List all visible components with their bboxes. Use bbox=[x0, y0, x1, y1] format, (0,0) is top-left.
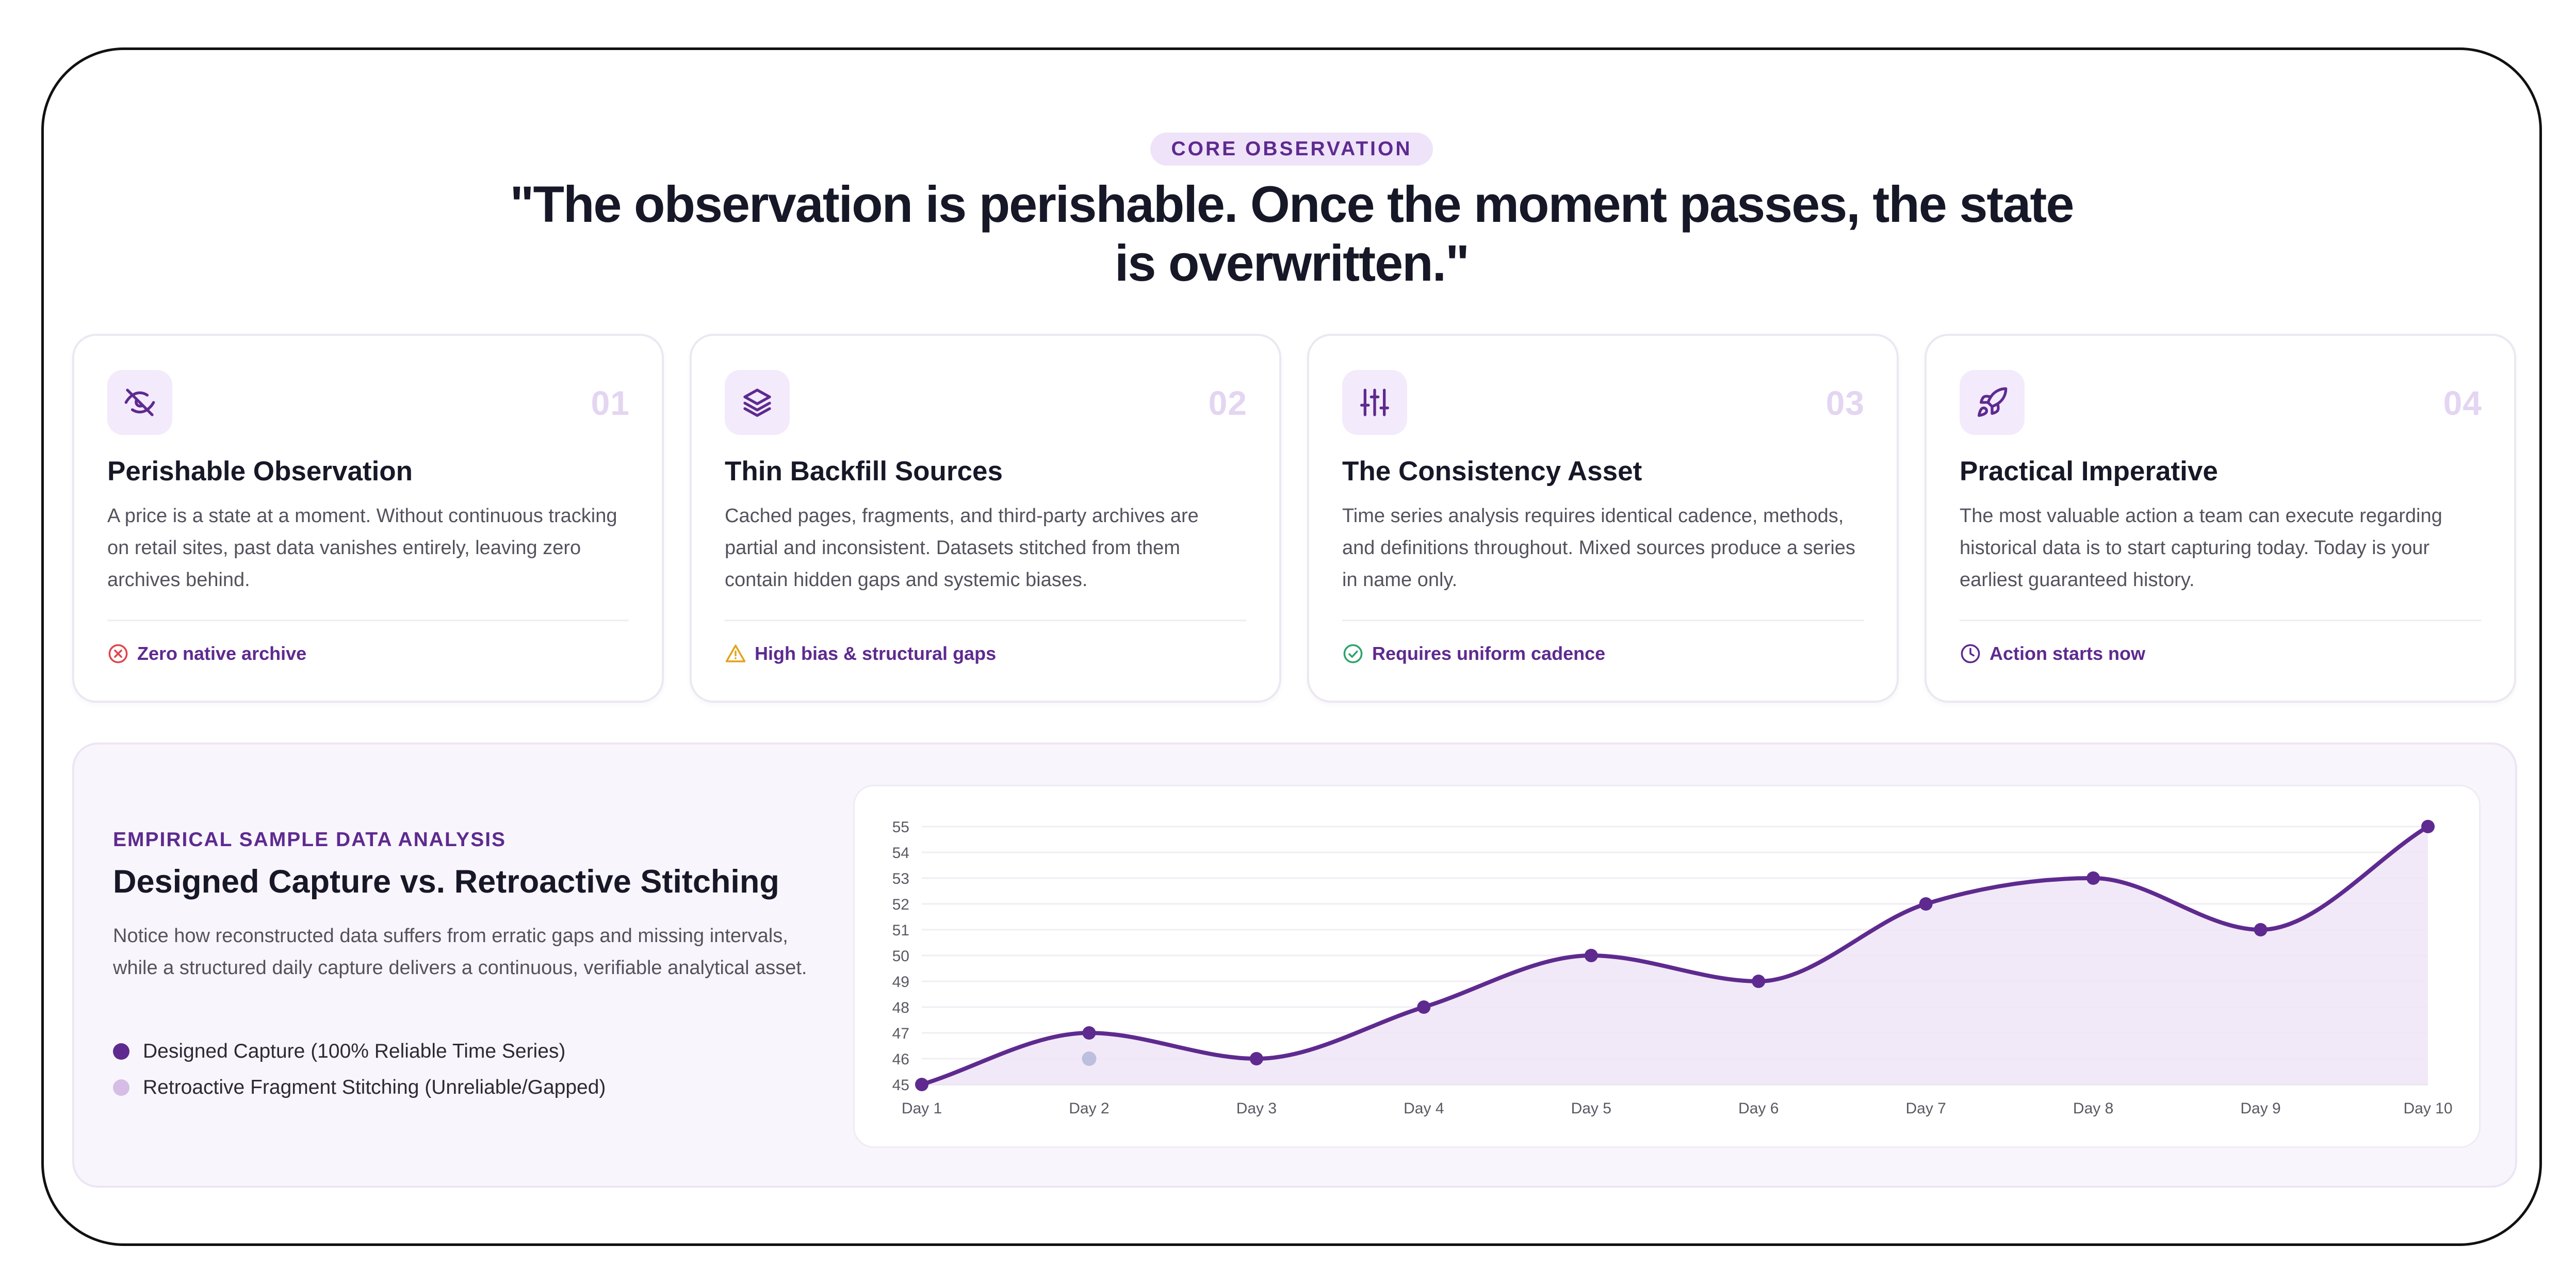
card-tag-label: Action starts now bbox=[1990, 643, 2146, 664]
headline-quote: "The observation is perishable. Once the… bbox=[510, 175, 2075, 292]
slide-frame: CORE OBSERVATION "The observation is per… bbox=[41, 47, 2542, 1246]
eyebrow-wrap: CORE OBSERVATION bbox=[44, 133, 2539, 166]
data-point-designed-capture bbox=[2086, 871, 2100, 885]
x-tick-label: Day 9 bbox=[2240, 1100, 2280, 1117]
analysis-panel: EMPIRICAL SAMPLE DATA ANALYSIS Designed … bbox=[72, 742, 2517, 1188]
legend-dot bbox=[113, 1079, 129, 1096]
card-number: 04 bbox=[2443, 384, 2482, 422]
warning-triangle-icon bbox=[725, 644, 746, 662]
chart-card: 45 46 47 48 49 50 51 52 53 54 55 Day 1 Day 2 Day 3 Day… bbox=[853, 785, 2481, 1148]
y-tick-label: 53 bbox=[892, 870, 909, 887]
y-tick-label: 54 bbox=[892, 845, 909, 862]
y-tick-label: 46 bbox=[892, 1051, 909, 1068]
clock-icon bbox=[1961, 644, 1980, 663]
line-chart: 45 46 47 48 49 50 51 52 53 54 55 Day 1 Day 2 Day 3 Day… bbox=[892, 819, 2453, 1117]
card-number: 02 bbox=[1208, 384, 1247, 422]
y-tick-label: 51 bbox=[892, 922, 909, 939]
data-point-designed-capture bbox=[2421, 820, 2435, 833]
legend-dot bbox=[113, 1043, 129, 1060]
x-tick-label: Day 7 bbox=[1905, 1100, 1946, 1117]
legend-item-designed-capture: Designed Capture (100% Reliable Time Ser… bbox=[113, 1033, 606, 1070]
y-tick-label: 45 bbox=[892, 1077, 909, 1094]
data-point-designed-capture bbox=[1752, 975, 1766, 988]
eye-off-icon bbox=[107, 370, 172, 435]
y-tick-label: 52 bbox=[892, 896, 909, 913]
legend-label: Designed Capture (100% Reliable Time Ser… bbox=[143, 1040, 566, 1062]
card-title: Practical Imperative bbox=[1960, 456, 2218, 487]
card-thin-backfill-sources: 02 Thin Backfill Sources Cached pages, f… bbox=[690, 334, 1281, 703]
card-consistency-asset: 03 The Consistency Asset Time series ana… bbox=[1307, 334, 1899, 703]
y-tick-label: 55 bbox=[892, 819, 909, 836]
check-circle-icon bbox=[1343, 644, 1363, 663]
core-observation-badge: CORE OBSERVATION bbox=[1150, 133, 1433, 166]
legend-label: Retroactive Fragment Stitching (Unreliab… bbox=[143, 1076, 606, 1098]
series-line-designed-capture bbox=[920, 824, 2430, 1087]
data-point-designed-capture bbox=[1417, 1000, 1431, 1014]
card-divider bbox=[1342, 620, 1864, 621]
card-tag: Action starts now bbox=[1960, 643, 2145, 665]
card-body: Cached pages, fragments, and third-party… bbox=[725, 505, 1199, 591]
data-point-designed-capture bbox=[915, 1078, 928, 1091]
y-tick-label: 49 bbox=[892, 974, 909, 991]
card-body: The most valuable action a team can exec… bbox=[1960, 505, 2442, 591]
data-point-designed-capture bbox=[1249, 1052, 1263, 1065]
card-title: The Consistency Asset bbox=[1342, 456, 1642, 487]
chart-legend: Designed Capture (100% Reliable Time Ser… bbox=[113, 1033, 606, 1106]
cards-row: 01 Perishable Observation A price is a s… bbox=[72, 334, 2517, 705]
sliders-icon bbox=[1342, 370, 1407, 435]
card-divider bbox=[725, 620, 1246, 621]
data-point-retroactive-stitching bbox=[1082, 1051, 1097, 1066]
card-perishable-observation: 01 Perishable Observation A price is a s… bbox=[72, 334, 664, 703]
card-tag: Zero native archive bbox=[107, 643, 306, 665]
data-point-designed-capture bbox=[1919, 897, 1933, 911]
card-body: Time series analysis requires identical … bbox=[1342, 505, 1855, 591]
x-tick-label: Day 8 bbox=[2073, 1100, 2113, 1117]
y-tick-label: 50 bbox=[892, 948, 909, 965]
data-point-designed-capture bbox=[1584, 949, 1598, 962]
series-area-designed-capture bbox=[922, 827, 2428, 1084]
rocket-icon bbox=[1960, 370, 2025, 435]
card-tag-label: High bias & structural gaps bbox=[755, 643, 997, 664]
data-point-designed-capture bbox=[1082, 1026, 1096, 1040]
card-divider bbox=[1960, 620, 2481, 621]
x-circle-icon bbox=[108, 644, 128, 663]
x-tick-label: Day 10 bbox=[2403, 1100, 2452, 1117]
x-tick-label: Day 3 bbox=[1236, 1100, 1277, 1117]
card-tag-label: Requires uniform cadence bbox=[1372, 643, 1606, 664]
card-number: 03 bbox=[1825, 384, 1865, 422]
card-title: Perishable Observation bbox=[107, 456, 413, 487]
card-number: 01 bbox=[591, 384, 630, 422]
card-tag-label: Zero native archive bbox=[137, 643, 307, 664]
card-body: A price is a state at a moment. Without … bbox=[107, 505, 617, 591]
x-tick-label: Day 4 bbox=[1404, 1100, 1444, 1117]
x-tick-label: Day 6 bbox=[1738, 1100, 1779, 1117]
x-tick-label: Day 5 bbox=[1571, 1100, 1611, 1117]
card-title: Thin Backfill Sources bbox=[725, 456, 1003, 487]
layers-icon bbox=[725, 370, 790, 435]
y-tick-label: 47 bbox=[892, 1025, 909, 1042]
x-tick-label: Day 1 bbox=[902, 1100, 942, 1117]
card-tag: Requires uniform cadence bbox=[1342, 643, 1605, 665]
legend-item-retroactive-stitching: Retroactive Fragment Stitching (Unreliab… bbox=[113, 1070, 606, 1106]
card-tag: High bias & structural gaps bbox=[725, 643, 996, 665]
x-tick-label: Day 2 bbox=[1069, 1100, 1109, 1117]
y-tick-label: 48 bbox=[892, 999, 909, 1016]
analysis-eyebrow: EMPIRICAL SAMPLE DATA ANALYSIS bbox=[113, 829, 507, 851]
card-divider bbox=[107, 620, 629, 621]
analysis-description: Notice how reconstructed data suffers fr… bbox=[113, 925, 807, 979]
analysis-title: Designed Capture vs. Retroactive Stitchi… bbox=[113, 864, 779, 900]
card-practical-imperative: 04 Practical Imperative The most valuabl… bbox=[1925, 334, 2516, 703]
data-point-designed-capture bbox=[2254, 923, 2268, 936]
